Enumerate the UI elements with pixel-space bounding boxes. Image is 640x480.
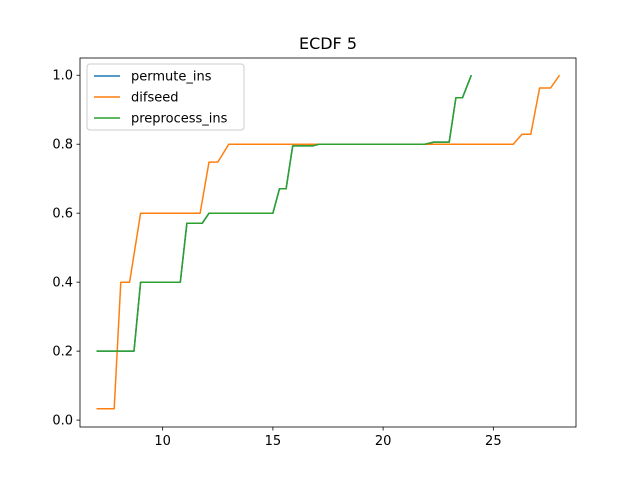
axes-frame xyxy=(79,57,577,428)
x-tick-label: 15 xyxy=(265,434,282,449)
y-tick-label: 1.0 xyxy=(52,69,73,84)
series-line-difseed xyxy=(96,74,561,410)
x-tick-label: 20 xyxy=(375,434,392,449)
axes: 10 15 20 25 0.0 0.2 0.4 0.6 0.8 1.0 xyxy=(52,57,577,449)
series-line-preprocess_ins xyxy=(96,74,472,352)
y-tick-label: 0.0 xyxy=(52,414,73,429)
chart-title: ECDF 5 xyxy=(299,34,357,53)
y-tick-label: 0.4 xyxy=(52,276,73,291)
y-tick-label: 0.2 xyxy=(52,345,73,360)
legend-label-permute_ins: permute_ins xyxy=(131,70,212,85)
x-tick-label: 10 xyxy=(154,434,171,449)
y-tick-label: 0.6 xyxy=(52,207,73,222)
plot-area xyxy=(96,74,561,410)
y-tick-label: 0.8 xyxy=(52,138,73,153)
legend-label-preprocess_ins: preprocess_ins xyxy=(131,112,228,127)
legend-label-difseed: difseed xyxy=(131,91,178,106)
legend-box xyxy=(86,63,245,131)
x-tick-label: 25 xyxy=(485,434,502,449)
